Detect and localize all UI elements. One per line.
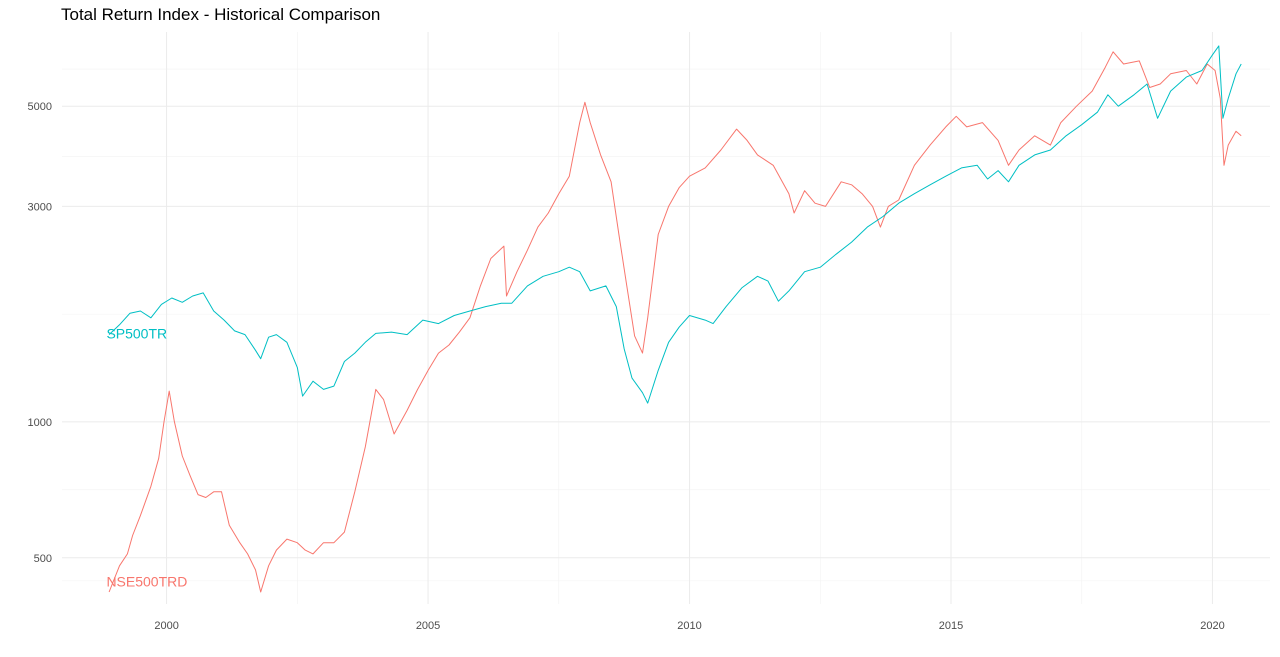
- x-tick-label-2000: 2000: [154, 620, 178, 632]
- series-label-nse500trd: NSE500TRD: [106, 573, 187, 589]
- series-layer: [108, 45, 1242, 593]
- series-label-sp500tr: SP500TR: [106, 325, 167, 341]
- y-tick-label-3000: 3000: [28, 201, 52, 213]
- x-tick-label-2010: 2010: [677, 620, 701, 632]
- major-grid: [62, 32, 1270, 604]
- chart-title: Total Return Index - Historical Comparis…: [61, 5, 381, 24]
- y-tick-label-1000: 1000: [28, 417, 52, 429]
- y-axis: 500 1000 3000 5000: [28, 101, 52, 565]
- x-axis: 2000 2005 2010 2015 2020: [154, 620, 1224, 632]
- x-tick-label-2020: 2020: [1200, 620, 1224, 632]
- x-tick-label-2005: 2005: [416, 620, 440, 632]
- label-layer: SP500TR NSE500TRD: [106, 325, 187, 589]
- y-tick-label-500: 500: [34, 553, 52, 565]
- series-line-nse500trd: [108, 51, 1242, 593]
- x-tick-label-2015: 2015: [939, 620, 963, 632]
- series-line-sp500tr: [108, 45, 1242, 404]
- minor-grid: [62, 32, 1270, 604]
- y-tick-label-5000: 5000: [28, 101, 52, 113]
